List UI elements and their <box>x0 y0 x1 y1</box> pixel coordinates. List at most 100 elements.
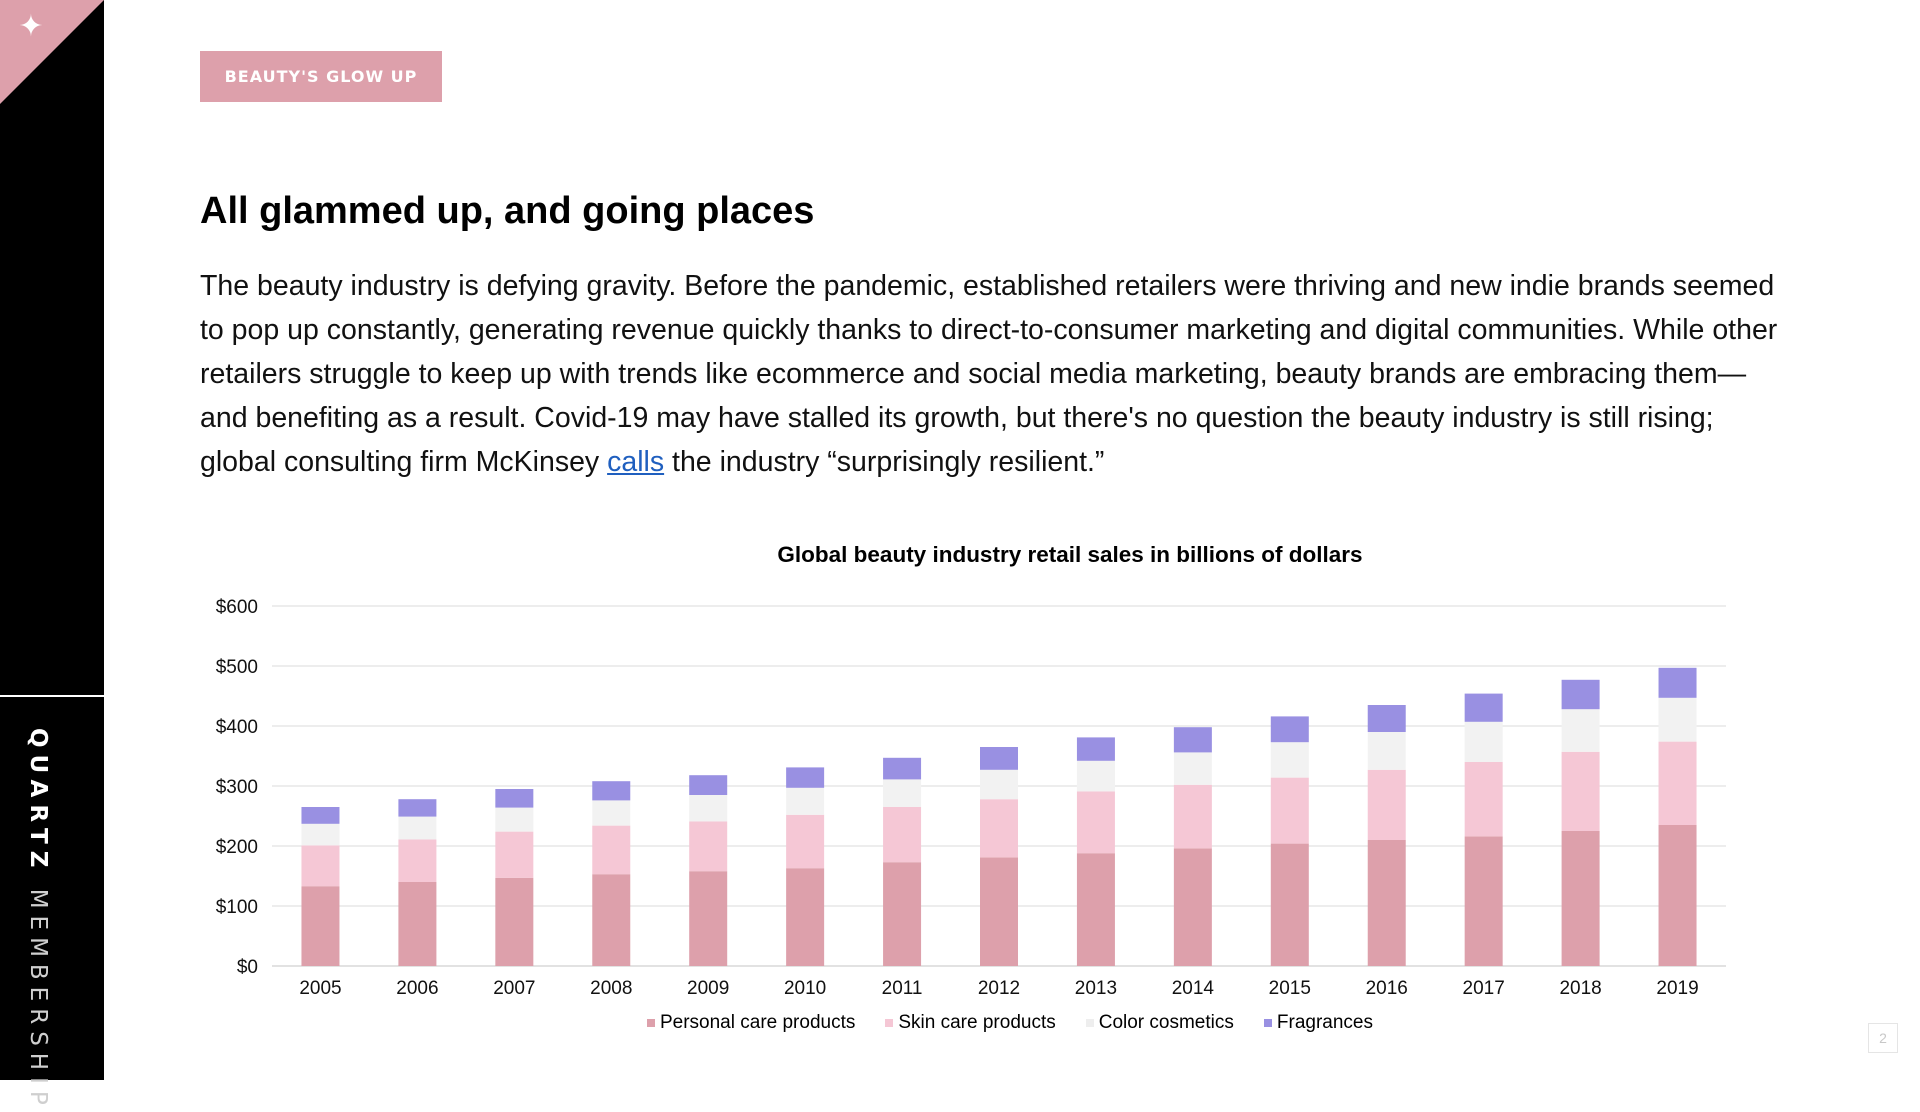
bar-segment-personal-care-products <box>398 882 437 966</box>
bar-segment-skin-care-products <box>398 839 437 882</box>
x-tick-label: 2019 <box>1656 978 1698 999</box>
bar-segment-skin-care-products <box>1658 741 1697 825</box>
legend-item: Fragrances <box>1263 1012 1373 1034</box>
y-tick-label: $300 <box>216 777 258 798</box>
bar-segment-skin-care-products <box>786 814 825 869</box>
stacked-bar-chart: $0 $100 $200 $300 $400 $500 $600 2005 2006 2007 20… <box>216 597 1726 999</box>
chart-legend: Personal care products Skin care products… <box>0 1012 1920 1034</box>
bar-segment-personal-care-products <box>1076 853 1115 966</box>
bar-segment-personal-care-products <box>1658 825 1697 966</box>
bar-segment-personal-care-products <box>301 886 340 966</box>
y-tick-label: $200 <box>216 837 258 858</box>
x-tick-label: 2014 <box>1172 978 1215 999</box>
bar-segment-personal-care-products <box>786 868 825 966</box>
bar-segment-fragrances <box>1464 693 1503 722</box>
legend-label: Personal care products <box>659 1012 856 1033</box>
bar-segment-personal-care-products <box>592 874 631 966</box>
body-paragraph: The beauty industry is defying gravity. … <box>200 264 1780 484</box>
bar-segment-color-cosmetics <box>1076 760 1115 792</box>
legend-swatch <box>885 1019 894 1027</box>
bar-segment-skin-care-products <box>301 845 340 887</box>
y-tick-label: $0 <box>237 957 258 978</box>
body-text-before-link: The beauty industry is defying gravity. … <box>200 270 1778 478</box>
x-tick-label: 2013 <box>1075 978 1117 999</box>
legend-swatch <box>1263 1019 1272 1027</box>
bar-segment-color-cosmetics <box>1658 697 1697 742</box>
calls-link[interactable]: calls <box>607 446 665 478</box>
bar-segment-fragrances <box>980 747 1018 770</box>
page-title: All glammed up, and going places <box>200 190 815 232</box>
bar-segment-personal-care-products <box>1173 848 1212 966</box>
x-tick-label: 2008 <box>590 978 632 999</box>
bar-segment-personal-care-products <box>980 857 1018 966</box>
bar-segment-personal-care-products <box>1270 843 1309 966</box>
bar-segment-personal-care-products <box>1464 836 1503 966</box>
bar-segment-skin-care-products <box>1173 784 1212 849</box>
bar-segment-fragrances <box>592 781 631 801</box>
legend-label: Skin care products <box>898 1012 1056 1033</box>
bar-segment-color-cosmetics <box>1173 752 1212 785</box>
bar-segment-fragrances <box>1076 737 1115 761</box>
bar-segment-color-cosmetics <box>495 807 534 832</box>
legend-item: Skin care products <box>885 1012 1056 1034</box>
bar-segment-fragrances <box>883 757 922 780</box>
bar-segment-skin-care-products <box>980 799 1018 858</box>
x-tick-label: 2012 <box>978 978 1020 999</box>
x-tick-label: 2018 <box>1559 978 1601 999</box>
sidebar-divider <box>0 695 104 697</box>
page-number: 2 <box>1868 1023 1898 1053</box>
bar-segment-skin-care-products <box>1464 762 1503 837</box>
x-tick-label: 2016 <box>1366 978 1408 999</box>
legend-label: Fragrances <box>1276 1012 1373 1033</box>
bar-segment-personal-care-products <box>495 877 534 966</box>
legend-item: Personal care products <box>646 1012 856 1034</box>
bar-segment-color-cosmetics <box>689 795 728 822</box>
x-tick-label: 2015 <box>1269 978 1311 999</box>
legend-swatch <box>646 1019 655 1027</box>
bar-segment-color-cosmetics <box>1561 709 1600 752</box>
legend-label: Color cosmetics <box>1098 1012 1234 1033</box>
bar-segment-color-cosmetics <box>883 779 922 807</box>
section-tag: BEAUTY'S GLOW UP <box>200 51 442 102</box>
bar-segment-fragrances <box>1173 727 1212 753</box>
bar-segment-color-cosmetics <box>1464 721 1503 762</box>
body-text-after-link: the industry “surprisingly resilient.” <box>664 446 1105 478</box>
bar-segment-fragrances <box>786 767 825 788</box>
bar-segment-color-cosmetics <box>980 769 1018 800</box>
bar-segment-personal-care-products <box>1561 831 1600 966</box>
bar-segment-color-cosmetics <box>398 816 437 840</box>
y-tick-label: $100 <box>216 897 258 918</box>
bar-segment-personal-care-products <box>1367 840 1406 966</box>
bar-segment-fragrances <box>398 799 437 817</box>
sidebar: ✦ QUARTZ MEMBERSHIP <box>0 0 104 1112</box>
x-tick-label: 2011 <box>882 978 923 999</box>
bar-segment-fragrances <box>1561 679 1600 710</box>
bar-segment-fragrances <box>1367 705 1406 732</box>
bar-segment-fragrances <box>301 807 340 824</box>
bar-segment-fragrances <box>1270 716 1309 743</box>
bar-segment-skin-care-products <box>1270 777 1309 844</box>
bar-segment-fragrances <box>1658 667 1697 698</box>
x-tick-label: 2009 <box>687 978 729 999</box>
bar-segment-skin-care-products <box>1076 791 1115 854</box>
x-tick-label: 2005 <box>299 978 341 999</box>
legend-swatch <box>1085 1019 1094 1027</box>
bar-segment-personal-care-products <box>883 862 922 966</box>
bar-segment-fragrances <box>689 775 728 795</box>
legend-item: Color cosmetics <box>1085 1012 1234 1034</box>
corner-accent <box>0 0 104 104</box>
y-tick-label: $600 <box>216 597 258 618</box>
bar-segment-skin-care-products <box>883 807 922 863</box>
x-tick-label: 2017 <box>1463 978 1505 999</box>
bar-segment-color-cosmetics <box>786 787 825 815</box>
y-tick-label: $400 <box>216 717 258 738</box>
bar-segment-fragrances <box>495 789 534 808</box>
bar-segment-skin-care-products <box>1561 751 1600 831</box>
bar-segment-color-cosmetics <box>301 823 340 846</box>
sparkle-icon: ✦ <box>18 9 44 44</box>
bar-segment-skin-care-products <box>495 831 534 878</box>
bar-segment-personal-care-products <box>689 871 728 966</box>
bar-segment-color-cosmetics <box>1270 742 1309 778</box>
bar-segment-skin-care-products <box>689 821 728 872</box>
bar-segment-skin-care-products <box>592 825 631 875</box>
